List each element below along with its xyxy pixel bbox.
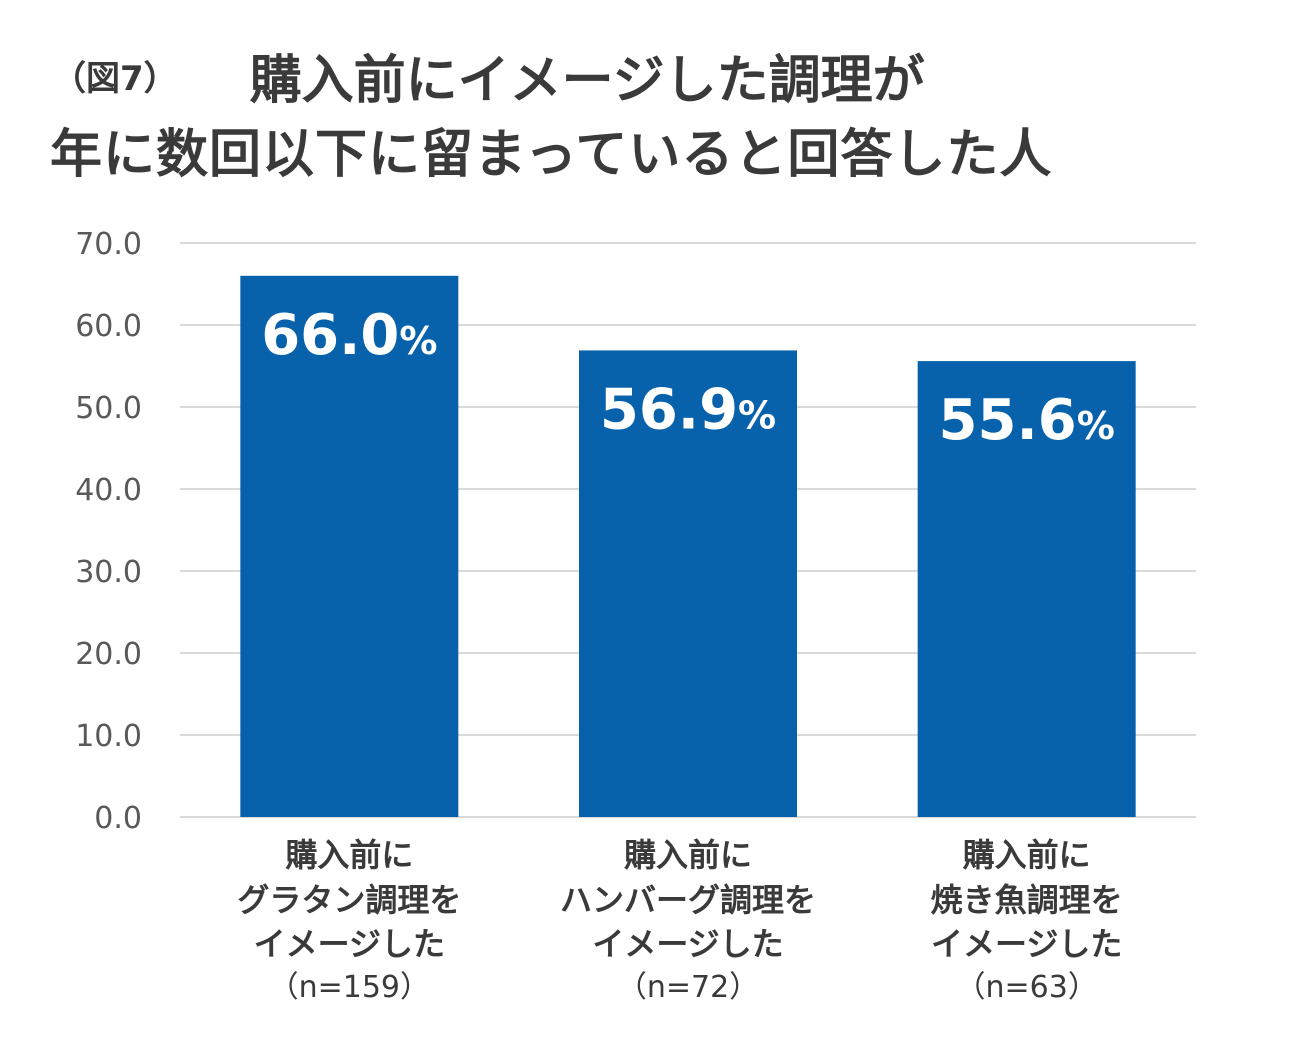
bar-value-label: 56.9% (600, 377, 776, 442)
y-tick-label: 70.0 (75, 227, 142, 262)
category-sample-size: （n=63） (956, 970, 1098, 1005)
y-tick-label: 0.0 (94, 801, 142, 836)
bar (579, 350, 797, 817)
y-tick-label: 50.0 (75, 391, 142, 426)
category-label-line: 購入前に (963, 836, 1091, 874)
bar-value-number: 55.6 (939, 388, 1077, 453)
figure-label: （図7） (52, 59, 178, 99)
bar-value-unit: % (738, 393, 776, 437)
bar-value-number: 56.9 (600, 377, 738, 442)
bar-value-label: 66.0% (261, 303, 437, 368)
y-tick-label: 40.0 (75, 473, 142, 508)
category-label-line: イメージした (254, 925, 445, 963)
category-label-line: 購入前に (285, 836, 413, 874)
bar (240, 275, 459, 817)
category-label-line: イメージした (931, 925, 1122, 963)
y-tick-label: 10.0 (75, 719, 142, 754)
category-sample-size: （n=72） (617, 970, 759, 1005)
title-main-1: 購入前にイメージした調理が (249, 51, 925, 111)
category-label-line: 購入前に (624, 836, 752, 874)
category-label-line: ハンバーグ調理を (560, 881, 816, 919)
title-line-1: （図7） 購入前にイメージした調理が (52, 38, 925, 113)
x-axis: 購入前にグラタン調理をイメージした（n=159）購入前にハンバーグ調理をイメージ… (237, 836, 1122, 1005)
category-label-line: イメージした (592, 925, 783, 963)
y-tick-label: 30.0 (75, 555, 142, 590)
bar (917, 361, 1136, 817)
y-tick-label: 60.0 (75, 309, 142, 344)
category-sample-size: （n=159） (269, 970, 430, 1005)
y-axis: 0.0 10.0 20.0 30.0 40.0 50.0 60.0 70.0 (75, 227, 142, 836)
bar-value-unit: % (399, 319, 437, 363)
category-label-line: グラタン調理を (237, 881, 461, 919)
bar-value-label: 55.6% (939, 388, 1115, 453)
title-line-2: 年に数回以下に留まっていると回答した人 (50, 125, 1053, 185)
bar-value-number: 66.0 (261, 303, 399, 368)
y-tick-label: 20.0 (75, 637, 142, 672)
bar-value-unit: % (1077, 404, 1115, 448)
category-label-line: 焼き魚調理を (931, 881, 1123, 919)
bars: 66.0%56.9% 55.6% (240, 275, 1136, 817)
